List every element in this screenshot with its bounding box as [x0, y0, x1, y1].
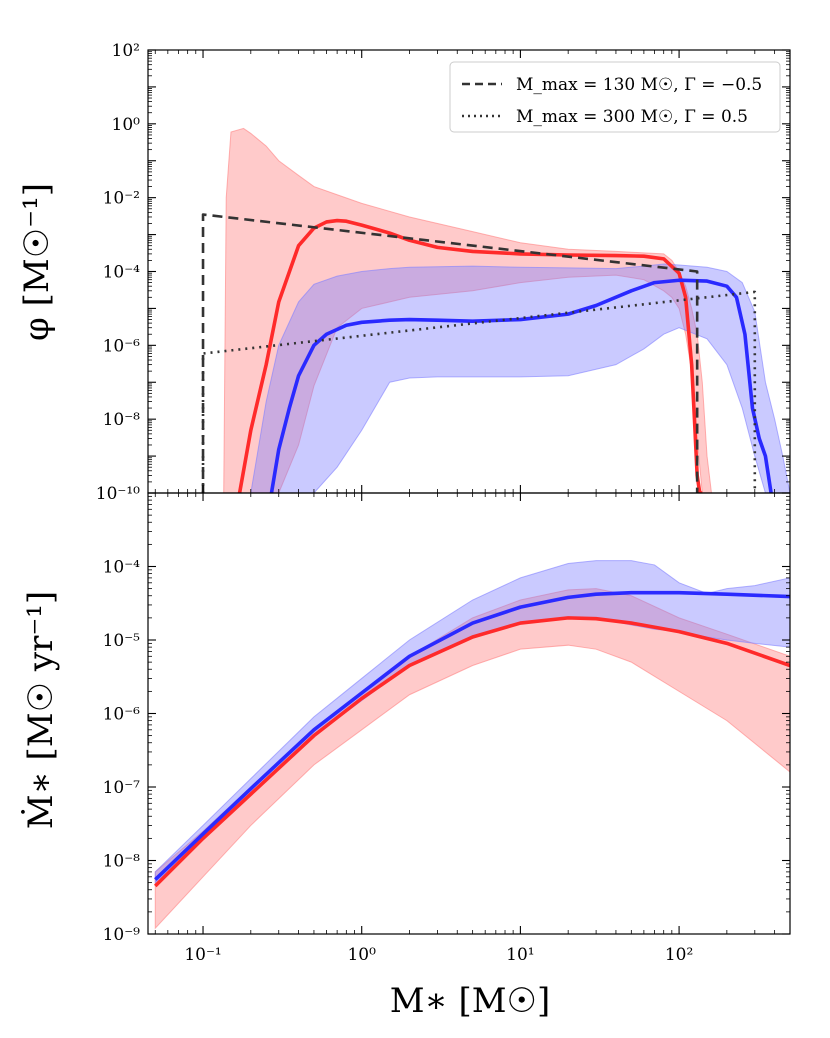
legend: M_max = 130 M☉, Γ = −0.5 M_max = 300 M☉,…	[449, 61, 781, 133]
blue-median-line	[154, 590, 790, 881]
phi-y-axis-label: φ [M☉⁻¹]	[17, 183, 57, 341]
y-tick-label: 10⁻⁸	[103, 410, 141, 430]
y-tick-label: 10⁻⁸	[103, 852, 141, 872]
y-tick-label: 10⁻⁷	[103, 778, 141, 798]
red-median-line	[237, 218, 703, 493]
phi-panel: 10² 10⁰ 10⁻² 10⁻⁴ 10⁻⁶ 10⁻⁸ 10⁻¹⁰ φ [M☉⁻¹] M_m…	[17, 41, 791, 504]
y-tick-label: 10⁻⁶	[103, 705, 141, 725]
red-band	[154, 588, 790, 930]
mdot-panel: 10⁻⁴ 10⁻⁵ 10⁻⁶ 10⁻⁷ 10⁻⁸ 10⁻⁹ 10⁻¹ 10⁰ 10¹ 10² Ṁ∗…	[21, 492, 791, 1021]
y-tick-label: 10⁻⁴	[103, 558, 141, 578]
mdot-y-axis-label: Ṁ∗ [M☉ yr⁻¹]	[21, 591, 61, 829]
dashed-model-line	[201, 213, 699, 493]
blue-band	[250, 263, 790, 493]
x-tick-label: 10¹	[506, 945, 534, 965]
red-median-line	[153, 616, 790, 888]
y-tick-label: 10⁻²	[103, 189, 140, 209]
legend-frame	[449, 61, 781, 133]
y-tick-label: 10⁻⁴	[103, 263, 141, 283]
legend-entry-dotted: M_max = 300 M☉, Γ = 0.5	[516, 107, 748, 127]
x-tick-label: 10²	[665, 945, 693, 965]
y-tick-label: 10⁻¹⁰	[96, 484, 140, 504]
blue-band	[154, 560, 790, 884]
y-tick-label: 10²	[112, 41, 140, 61]
mdot-panel-frame	[147, 492, 791, 935]
y-tick-label: 10⁻⁹	[103, 925, 141, 945]
x-tick-label: 10⁰	[347, 945, 376, 965]
legend-entry-dashed: M_max = 130 M☉, Γ = −0.5	[516, 75, 762, 95]
mass-x-axis-label: M∗ [M☉]	[390, 981, 551, 1021]
blue-median-line	[269, 278, 773, 493]
y-tick-label: 10⁰	[112, 115, 141, 135]
x-tick-label: 10⁻¹	[184, 945, 221, 965]
y-tick-label: 10⁻⁶	[103, 336, 141, 356]
y-tick-label: 10⁻⁵	[103, 631, 141, 651]
